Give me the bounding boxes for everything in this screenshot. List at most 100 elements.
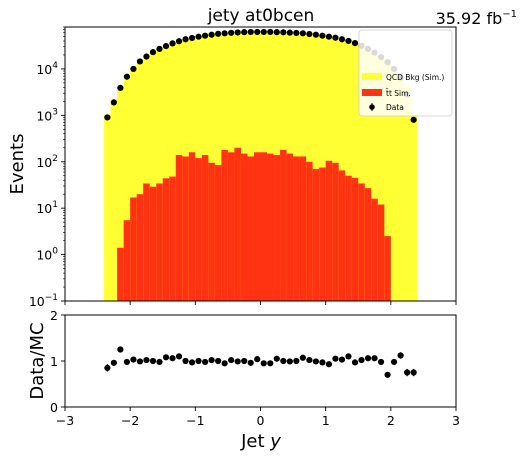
bar-ttbar [358, 183, 366, 301]
bar-ttbar [188, 152, 196, 301]
bar-ttbar [260, 152, 268, 301]
y-tick-exponent: 1 [52, 200, 58, 210]
bar-ttbar [273, 154, 281, 301]
ratio-point [182, 357, 189, 365]
data-point [104, 114, 111, 121]
ratio-point [215, 357, 222, 365]
y-tick-exponent: −1 [45, 293, 58, 303]
y-tick-label: 10−1 [29, 293, 58, 309]
y-tick-mantissa: 10 [36, 62, 52, 77]
data-point [280, 29, 287, 36]
bar-qcd [156, 48, 164, 301]
data-point [188, 34, 196, 42]
data-point [182, 36, 189, 43]
ratio-point [247, 359, 254, 366]
bar-ttbar [253, 152, 261, 301]
ratio-point [293, 357, 300, 365]
data-point [332, 34, 339, 41]
ratio-point [280, 357, 287, 365]
ratio-point [404, 369, 411, 376]
bar-qcd [143, 55, 151, 301]
data-point [273, 29, 280, 36]
bar-qcd [110, 99, 118, 301]
ratio-point [136, 358, 144, 365]
bar-ttbar [123, 220, 131, 301]
data-point [345, 37, 352, 45]
y-tick-exponent: 0 [52, 247, 58, 257]
data-point [169, 40, 176, 47]
y-tick-label: 101 [36, 200, 58, 216]
data-point [241, 29, 248, 36]
ratio-y-axis-label: Data/MC [27, 322, 48, 399]
ratio-point [169, 355, 176, 362]
bar-ttbar [332, 162, 340, 301]
bar-ttbar [169, 176, 177, 301]
y-tick-mantissa: 10 [36, 108, 52, 123]
ratio-point [143, 356, 150, 364]
bar-ttbar [182, 156, 190, 301]
ratio-point [267, 360, 274, 367]
bar-ttbar [325, 160, 333, 301]
data-point [228, 29, 235, 36]
data-point [221, 30, 228, 37]
ratio-point [319, 359, 326, 366]
bar-ttbar [130, 197, 138, 301]
ratio-point [195, 357, 202, 365]
ratio-point [273, 355, 280, 362]
data-point [195, 33, 202, 40]
ratio-point [130, 356, 137, 363]
bar-ttbar [208, 162, 216, 301]
y-tick-exponent: 3 [52, 107, 58, 117]
data-point [306, 30, 313, 38]
ratio-point [149, 357, 157, 365]
ratio-point [377, 358, 385, 366]
bar-qcd [377, 55, 385, 301]
ratio-point [162, 354, 170, 361]
x-axis-label-text: Jet [240, 431, 264, 452]
data-point [293, 29, 300, 37]
bar-ttbar [227, 152, 235, 301]
data-point [149, 49, 157, 56]
y-tick-mantissa: 10 [29, 294, 45, 309]
bar-ttbar [195, 158, 203, 301]
bar-ttbar [117, 247, 125, 301]
bar-qcd [390, 67, 398, 302]
bar-ttbar [240, 153, 248, 301]
bar-ttbar [214, 165, 222, 301]
ratio-y-tick-label: 2 [50, 308, 58, 323]
ratio-point [110, 359, 117, 366]
ratio-x-tick-label: 2 [387, 413, 395, 428]
bar-ttbar [267, 153, 274, 301]
ratio-plot-area [65, 315, 456, 407]
ratio-x-tick-label: 1 [322, 413, 330, 428]
bar-ttbar [299, 156, 307, 301]
data-point [130, 65, 137, 73]
data-point [208, 31, 215, 38]
y-tick-exponent: 4 [52, 61, 58, 71]
ratio-x-tick-label: 3 [452, 413, 460, 428]
bar-ttbar [371, 198, 379, 301]
ratio-point [358, 356, 365, 364]
bar-ttbar [384, 236, 392, 301]
bar-qcd [338, 39, 346, 302]
ratio-point [117, 346, 124, 353]
y-tick-exponent: 2 [52, 154, 58, 164]
bar-qcd [123, 76, 131, 301]
ratio-x-tick-label: −2 [121, 413, 139, 428]
data-point [123, 73, 131, 80]
lumi-exponent: −1 [502, 9, 517, 20]
bar-ttbar [293, 156, 300, 301]
ratio-point [332, 355, 339, 362]
bar-qcd [312, 34, 320, 301]
data-point [156, 45, 163, 53]
bar-ttbar [136, 194, 144, 301]
bar-qcd [130, 67, 138, 302]
x-axis-label: Jet y [240, 431, 281, 452]
data-point [260, 28, 267, 36]
y-tick-label: 103 [36, 107, 58, 123]
ratio-point [260, 360, 267, 367]
ratio-point [345, 353, 352, 360]
ratio-point [384, 371, 391, 378]
